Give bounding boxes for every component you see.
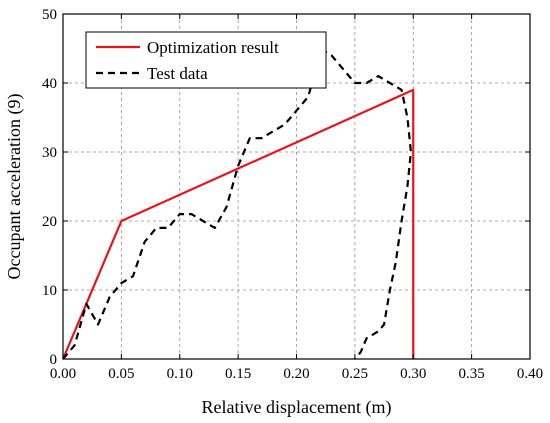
x-tick-labels: 0.00 0.05 0.10 0.15 0.20 0.25 0.30 0.35 0.40 (50, 366, 543, 382)
y-tick-label: 30 (42, 145, 57, 161)
y-axis-title: Occupant acceleration (9) (4, 94, 25, 280)
legend-box (85, 31, 327, 89)
x-tick-label: 0.00 (50, 366, 76, 382)
y-tick-label: 40 (42, 76, 57, 92)
x-tick-label: 0.25 (342, 366, 368, 382)
legend: Optimization result Test data (85, 31, 327, 89)
axis-ticks (62, 13, 531, 360)
x-tick-label: 0.30 (400, 366, 426, 382)
series-line-optimization (61, 88, 415, 360)
x-tick-label: 0.35 (459, 366, 485, 382)
legend-label-test: Test data (147, 64, 208, 83)
legend-label-optimization: Optimization result (147, 38, 279, 57)
x-axis-title: Relative displacement (m) (202, 397, 392, 418)
x-tick-label: 0.05 (108, 366, 134, 382)
x-tick-label: 0.40 (517, 366, 543, 382)
series-layer (61, 47, 415, 360)
y-tick-labels: 0 10 20 30 40 50 (42, 7, 57, 368)
x-tick-label: 0.10 (167, 366, 193, 382)
x-tick-label: 0.15 (225, 366, 251, 382)
x-tick-label: 0.20 (283, 366, 309, 382)
y-tick-label: 20 (42, 214, 57, 230)
y-tick-label: 10 (42, 283, 57, 299)
series-line-test (62, 47, 413, 360)
y-tick-label: 50 (42, 7, 57, 23)
y-tick-label: 0 (50, 352, 58, 368)
